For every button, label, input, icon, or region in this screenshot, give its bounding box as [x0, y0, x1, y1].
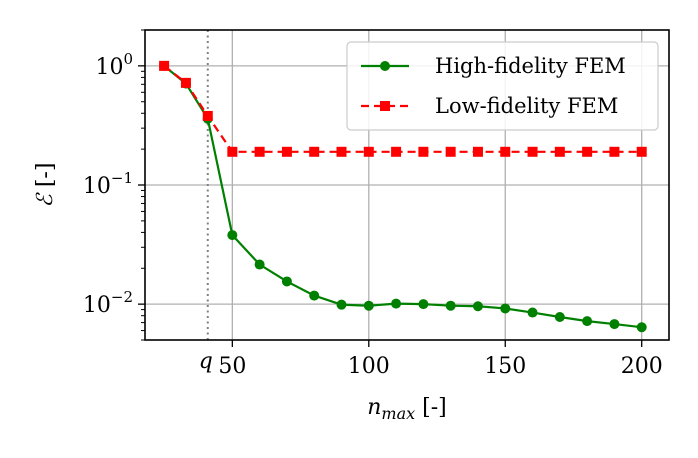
y-axis-label: ℰ [-]: [33, 163, 58, 208]
data-point: [254, 146, 265, 157]
legend-marker-0: [380, 61, 390, 71]
x-tick-label: 100: [348, 354, 390, 379]
legend-box: [346, 41, 659, 131]
data-point: [336, 146, 347, 157]
data-point: [202, 110, 213, 121]
data-point: [445, 300, 456, 311]
data-point: [281, 276, 292, 287]
data-point: [554, 146, 565, 157]
data-point: [582, 316, 593, 327]
legend: High-fidelity FEM Low-fidelity FEM: [346, 41, 659, 131]
data-point: [363, 146, 374, 157]
data-point: [159, 60, 170, 71]
data-point: [445, 146, 456, 157]
y-tick-label: 10−1: [83, 169, 133, 199]
data-point: [527, 146, 538, 157]
data-point: [472, 301, 483, 312]
q-label: q: [199, 349, 213, 374]
data-point: [227, 146, 238, 157]
data-point: [554, 311, 565, 322]
x-tick-label: 150: [484, 354, 526, 379]
data-point: [391, 298, 402, 309]
x-tick-label: 200: [621, 354, 663, 379]
ticks: [138, 29, 643, 347]
data-point: [500, 303, 511, 314]
data-point: [609, 319, 620, 330]
x-axis-label: nmax [-]: [367, 395, 447, 423]
data-point: [281, 146, 292, 157]
data-point: [391, 146, 402, 157]
y-tick-label: 10−2: [83, 288, 133, 318]
data-point: [500, 146, 511, 157]
series-layer: [159, 60, 647, 333]
legend-label-1: Low-fidelity FEM: [435, 94, 618, 118]
data-point: [336, 299, 347, 310]
data-point: [636, 146, 647, 157]
data-point: [636, 322, 647, 333]
x-tick-label: 50: [218, 354, 246, 379]
data-point: [582, 146, 593, 157]
data-point: [363, 300, 374, 311]
data-point: [472, 146, 483, 157]
data-point: [227, 230, 238, 241]
data-point: [254, 259, 265, 270]
legend-marker-1: [380, 101, 390, 111]
data-point: [609, 146, 620, 157]
data-point: [309, 146, 320, 157]
data-point: [418, 299, 429, 310]
data-point: [309, 290, 320, 301]
data-point: [527, 307, 538, 318]
y-tick-label: 100: [95, 50, 133, 80]
legend-label-0: High-fidelity FEM: [435, 54, 626, 78]
labels: 50 100 150 200 100 10−1 10−2 q nmax [-] ℰ [-]: [33, 50, 663, 423]
data-point: [180, 77, 191, 88]
data-point: [418, 146, 429, 157]
